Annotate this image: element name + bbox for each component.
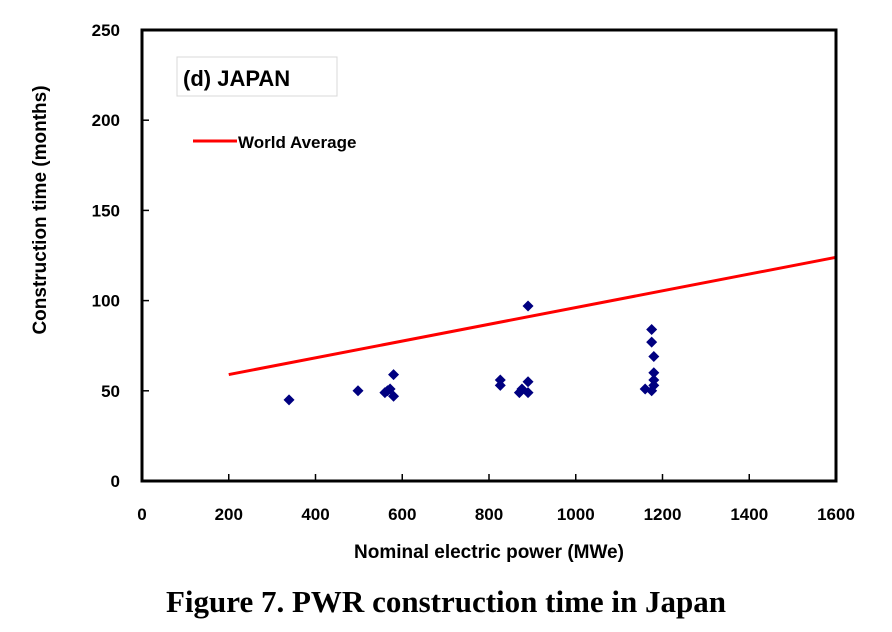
- y-tick-label: 150: [92, 201, 120, 220]
- data-point: [352, 385, 364, 397]
- x-tick-label: 1600: [817, 505, 855, 524]
- y-tick-label: 200: [92, 111, 120, 130]
- x-tick-label: 1200: [644, 505, 682, 524]
- data-point: [522, 300, 534, 312]
- data-point: [283, 394, 295, 406]
- plot-layer: [228, 255, 837, 406]
- x-tick-label: 0: [137, 505, 146, 524]
- ticks-layer: 0 200 400 600 800 1000 1200 1400 1600 0 50 100 150 20…: [92, 21, 855, 524]
- x-tick-label: 600: [388, 505, 416, 524]
- data-point: [522, 387, 534, 399]
- legend-label-world-average: World Average: [238, 133, 356, 152]
- x-tick-label: 1000: [557, 505, 595, 524]
- y-tick-label: 50: [101, 382, 120, 401]
- y-axis-title: Construction time (months): [30, 85, 51, 334]
- data-point: [646, 323, 658, 335]
- x-tick-label: 800: [475, 505, 503, 524]
- world-average-line: [228, 255, 837, 377]
- figure-caption: Figure 7. PWR construction time in Japan: [166, 584, 726, 619]
- plot-frame: [140, 28, 838, 483]
- x-tick-label: 200: [215, 505, 243, 524]
- panel-title-box: [176, 56, 338, 97]
- data-point: [522, 376, 534, 388]
- data-point: [648, 374, 660, 386]
- x-axis-title: Nominal electric power (MWe): [354, 542, 624, 563]
- panel-title: (d) JAPAN: [183, 66, 290, 91]
- data-point: [388, 390, 400, 402]
- data-point: [494, 374, 506, 386]
- x-tick-label: 400: [301, 505, 329, 524]
- y-tick-label: 100: [92, 292, 120, 311]
- y-tick-label: 0: [111, 472, 120, 491]
- data-point: [388, 369, 400, 381]
- y-tick-label: 250: [92, 21, 120, 40]
- scatter-chart: 0 200 400 600 800 1000 1200 1400 1600 0 50 100 150 20…: [30, 21, 855, 563]
- data-point: [648, 351, 660, 363]
- x-tick-label: 1400: [730, 505, 768, 524]
- data-point: [646, 336, 658, 348]
- data-point: [648, 367, 660, 379]
